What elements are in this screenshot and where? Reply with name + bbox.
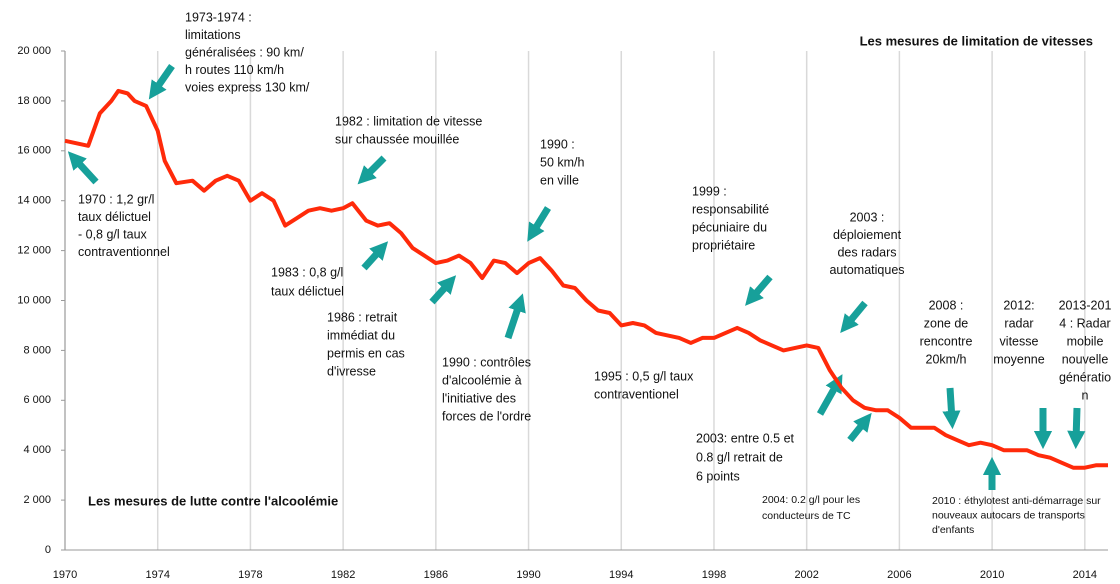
- annotation: pécuniaire du: [692, 220, 767, 234]
- x-tick-label: 1994: [609, 569, 633, 581]
- y-tick-label: 4 000: [23, 444, 51, 456]
- annotation: taux délictuel: [271, 284, 344, 298]
- arrow: [942, 387, 961, 430]
- annotation: en ville: [540, 173, 579, 187]
- annotation: taux délictuel: [78, 210, 151, 224]
- arrow: [1067, 407, 1086, 450]
- annotation: permis en cas: [327, 346, 405, 360]
- x-tick-label: 2010: [980, 569, 1004, 581]
- arrow: [840, 300, 868, 334]
- annotation: 2003: entre 0.5 et: [696, 431, 795, 445]
- annotation: immédiat du: [327, 328, 395, 342]
- annotation: généralisées : 90 km/: [185, 45, 304, 59]
- annotation: Les mesures de limitation de vitesses: [860, 33, 1093, 48]
- annotation: responsabilité: [692, 202, 769, 216]
- annotation: déploiement: [833, 228, 902, 242]
- annotation: génératio: [1059, 370, 1111, 384]
- x-tick-label: 1974: [145, 569, 169, 581]
- arrow: [361, 241, 389, 271]
- y-tick-label: 18 000: [17, 95, 51, 107]
- annotation: 2013-201: [1059, 298, 1112, 312]
- annotation: 6 points: [696, 469, 740, 483]
- annotation: 1973-1974 :: [185, 10, 252, 24]
- annotation: nouveaux autocars de transports: [932, 509, 1085, 521]
- y-tick-label: 12 000: [17, 245, 51, 257]
- x-tick-label: 1970: [53, 569, 77, 581]
- annotation: 1982 : limitation de vitesse: [335, 114, 482, 128]
- y-tick-label: 16 000: [17, 145, 51, 157]
- annotation: 1990 : contrôles: [442, 355, 531, 369]
- annotation: 2010 : éthylotest anti-démarrage sur: [932, 495, 1101, 507]
- annotation: sur chaussée mouillée: [335, 132, 459, 146]
- annotation: zone de: [924, 316, 969, 330]
- x-tick-label: 1978: [238, 569, 262, 581]
- annotation: voies express 130 km/: [185, 80, 310, 94]
- x-tick-label: 1990: [516, 569, 540, 581]
- annotation: 2012:: [1003, 298, 1034, 312]
- y-tick-label: 8 000: [23, 344, 51, 356]
- y-tick-label: 0: [45, 544, 51, 556]
- annotation: 2008 :: [929, 298, 964, 312]
- annotation: 0.8 g/l retrait de: [696, 450, 783, 464]
- y-tick-label: 14 000: [17, 195, 51, 207]
- annotation: forces de l'ordre: [442, 409, 531, 423]
- annotation: 1970 : 1,2 gr/l: [78, 192, 154, 206]
- y-tick-label: 2 000: [23, 494, 51, 506]
- arrow: [504, 293, 526, 340]
- annotation: l'initiative des: [442, 391, 516, 405]
- annotation: 20km/h: [926, 352, 967, 366]
- arrow: [745, 274, 773, 306]
- annotation: Les mesures de lutte contre l'alcoolémie: [88, 493, 338, 508]
- annotation: 2004: 0.2 g/l pour les: [762, 494, 860, 506]
- annotation: 1995 : 0,5 g/l taux: [594, 369, 694, 383]
- annotation: automatiques: [829, 263, 904, 277]
- annotation: 50 km/h: [540, 155, 585, 169]
- arrow: [527, 206, 551, 242]
- annotation: nouvelle: [1062, 352, 1109, 366]
- arrow: [148, 64, 175, 100]
- arrow: [847, 412, 872, 443]
- annotation: d'enfants: [932, 524, 974, 536]
- annotation: - 0,8 g/l taux: [78, 227, 148, 241]
- y-tick-label: 6 000: [23, 394, 51, 406]
- annotation: h routes 110 km/h: [185, 63, 284, 77]
- annotation: 1990 :: [540, 137, 575, 151]
- annotation: n: [1082, 388, 1089, 402]
- annotation: radar: [1004, 316, 1033, 330]
- arrow: [816, 374, 843, 416]
- y-tick-label: 20 000: [17, 45, 51, 57]
- annotation: rencontre: [920, 334, 973, 348]
- arrow: [357, 155, 387, 185]
- annotation: contraventionnel: [78, 245, 170, 259]
- annotation: limitations: [185, 28, 241, 42]
- x-tick-label: 1986: [424, 569, 448, 581]
- annotation: 1986 : retrait: [327, 310, 398, 324]
- annotation: mobile: [1067, 334, 1104, 348]
- annotation: des radars: [837, 245, 896, 259]
- arrow: [429, 275, 457, 305]
- annotation: 2003 :: [850, 210, 885, 224]
- annotation: d'alcoolémie à: [442, 373, 522, 387]
- annotation: 4 : Radar: [1059, 316, 1110, 330]
- annotation: moyenne: [993, 352, 1044, 366]
- annotation: conducteurs de TC: [762, 510, 851, 522]
- annotation: propriétaire: [692, 238, 755, 252]
- annotation: d'ivresse: [327, 364, 376, 378]
- annotation: 1999 :: [692, 184, 727, 198]
- y-tick-label: 10 000: [17, 294, 51, 306]
- annotation: 1983 : 0,8 g/l: [271, 265, 343, 279]
- arrow: [67, 151, 99, 185]
- annotation: vitesse: [1000, 334, 1039, 348]
- arrows: [67, 64, 1086, 490]
- data-line: [64, 88, 1108, 470]
- x-tick-label: 1998: [702, 569, 726, 581]
- x-tick-label: 1982: [331, 569, 355, 581]
- x-tick-label: 2006: [887, 569, 911, 581]
- x-tick-label: 2014: [1073, 569, 1097, 581]
- x-tick-label: 2002: [794, 569, 818, 581]
- annotation: contraventionel: [594, 387, 679, 401]
